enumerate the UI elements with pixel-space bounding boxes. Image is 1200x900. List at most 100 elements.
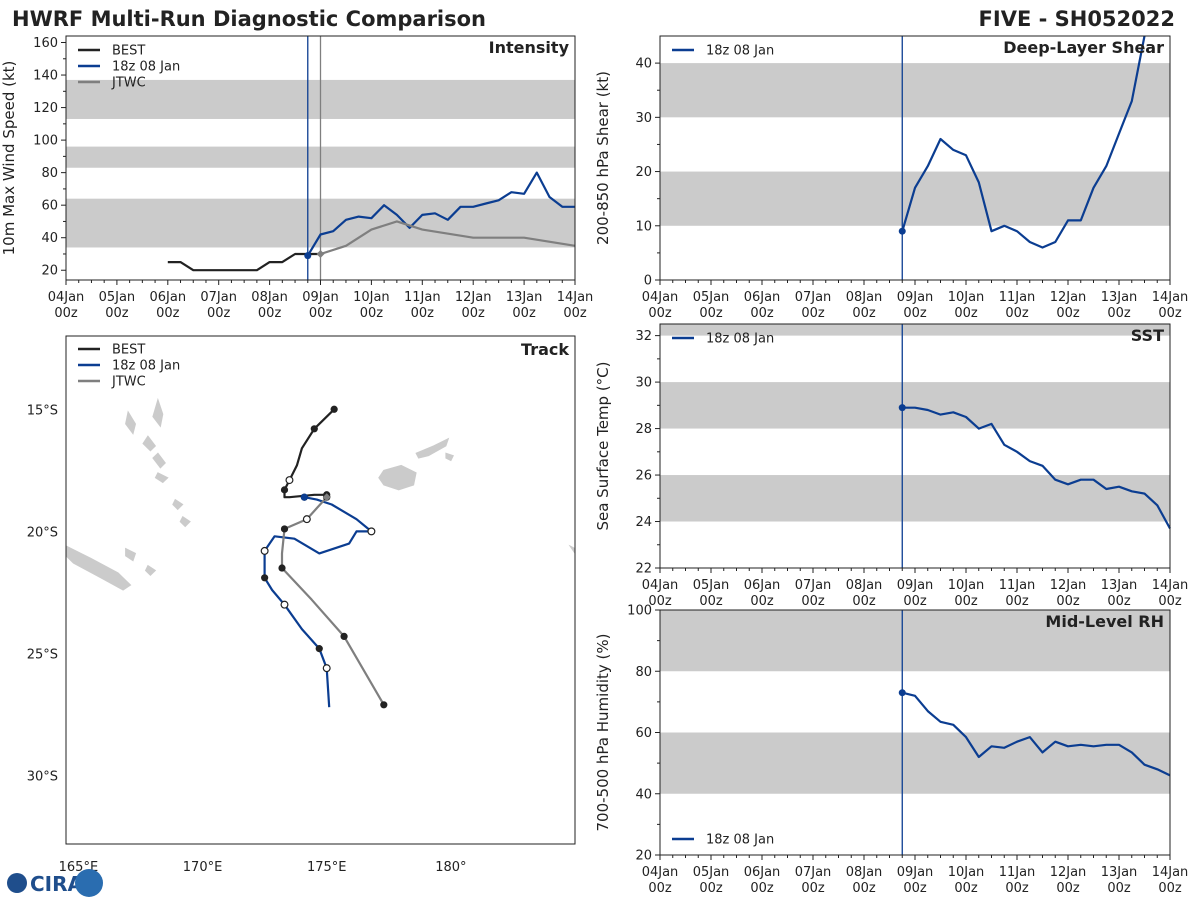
x-tick-date: 09Jan — [302, 290, 339, 305]
x-tick-hour: 00z — [648, 306, 672, 321]
y-axis-label: 200-850 hPa Shear (kt) — [594, 71, 612, 245]
x-tick-hour: 00z — [852, 881, 876, 896]
y-axis-label: 10m Max Wind Speed (kt) — [0, 61, 18, 256]
shaded-band — [660, 382, 1170, 429]
track-point-12z — [260, 546, 269, 555]
x-tick-date: 11Jan — [999, 578, 1036, 593]
shaded-band — [660, 324, 1170, 336]
land-mass — [172, 498, 184, 511]
x-tick-date: 14Jan — [1152, 290, 1189, 305]
x-tick-date: 09Jan — [897, 578, 934, 593]
shaded-band — [660, 63, 1170, 118]
land-mass — [125, 547, 137, 562]
init-marker — [898, 404, 906, 412]
legend-label: 18z 08 Jan — [706, 833, 774, 848]
land-mass — [415, 437, 450, 459]
y-tick-label: 80 — [635, 665, 652, 680]
logo-text: CIRA — [30, 872, 84, 896]
track-point-12z — [302, 515, 311, 524]
x-tick-hour: 00z — [207, 306, 231, 321]
track-point-00z — [261, 574, 269, 582]
x-tick-hour: 00z — [1056, 306, 1080, 321]
track-point-00z — [280, 525, 289, 533]
x-tick-date: 06Jan — [744, 290, 781, 305]
y-tick-label: 80 — [41, 166, 58, 181]
y-tick-label: 26 — [635, 469, 652, 484]
panel-title: Mid-Level RH — [1045, 612, 1164, 631]
intensity-panel: 2040608010012014016004Jan00z05Jan00z06Ja… — [0, 35, 593, 321]
x-tick-date: 04Jan — [642, 290, 679, 305]
land-mass — [125, 410, 137, 435]
land-mass — [152, 397, 164, 428]
x-tick-date: 07Jan — [200, 290, 237, 305]
y-tick-label: 40 — [41, 231, 58, 246]
x-tick-date: 12Jan — [1050, 865, 1087, 880]
cira-logo: CIRA — [7, 869, 103, 897]
land-mass — [65, 545, 132, 591]
track-point-00z — [380, 701, 388, 709]
series-line-jtwc — [320, 220, 576, 256]
x-tick-date: 09Jan — [897, 290, 934, 305]
x-tick-hour: 00z — [852, 594, 876, 609]
y-tick-label: 24 — [635, 515, 652, 530]
x-tick-hour: 00z — [648, 594, 672, 609]
y-tick-label: 28 — [635, 422, 652, 437]
lon-tick-label: 175°E — [307, 860, 347, 875]
figure-title: HWRF Multi-Run Diagnostic Comparison — [12, 7, 486, 31]
y-tick-label: 32 — [635, 329, 652, 344]
land-mass — [445, 452, 454, 462]
x-tick-date: 10Jan — [948, 290, 985, 305]
track-point-00z — [330, 405, 338, 413]
y-tick-label: 30 — [635, 376, 652, 391]
legend-label: BEST — [112, 343, 145, 358]
x-tick-date: 05Jan — [693, 865, 730, 880]
init-marker — [304, 252, 312, 260]
x-tick-hour: 00z — [1056, 594, 1080, 609]
x-tick-date: 08Jan — [846, 865, 883, 880]
x-tick-hour: 00z — [954, 881, 978, 896]
panel-title: Deep-Layer Shear — [1003, 38, 1164, 57]
logo-globe-icon — [7, 873, 27, 893]
x-tick-hour: 00z — [1107, 306, 1131, 321]
x-tick-hour: 00z — [1107, 881, 1131, 896]
land-mass — [144, 564, 157, 576]
init-marker — [316, 249, 325, 258]
shaded-band — [660, 610, 1170, 672]
x-tick-hour: 00z — [1158, 594, 1182, 609]
x-tick-date: 06Jan — [744, 578, 781, 593]
y-axis-label: 700-500 hPa Humidity (%) — [594, 633, 612, 831]
x-tick-date: 04Jan — [642, 578, 679, 593]
x-tick-hour: 00z — [750, 306, 774, 321]
x-tick-hour: 00z — [954, 306, 978, 321]
series-line-run — [902, 406, 1171, 530]
x-tick-date: 13Jan — [1101, 290, 1138, 305]
x-tick-hour: 00z — [1005, 306, 1029, 321]
x-tick-date: 12Jan — [1050, 290, 1087, 305]
y-tick-label: 60 — [635, 726, 652, 741]
x-tick-date: 08Jan — [846, 578, 883, 593]
x-tick-date: 12Jan — [455, 290, 492, 305]
series-line-run — [306, 171, 575, 257]
track-point-12z — [280, 600, 289, 609]
plot-frame — [659, 323, 1171, 569]
x-tick-date: 07Jan — [795, 578, 832, 593]
x-tick-date: 07Jan — [795, 290, 832, 305]
map-background — [66, 336, 575, 844]
y-tick-label: 40 — [635, 57, 652, 72]
x-tick-hour: 00z — [903, 306, 927, 321]
x-tick-hour: 00z — [750, 881, 774, 896]
legend-label: JTWC — [111, 375, 146, 390]
x-tick-hour: 00z — [954, 594, 978, 609]
sst-panel: 22242628303204Jan00z05Jan00z06Jan00z07Ja… — [594, 323, 1188, 609]
init-marker — [898, 227, 906, 235]
land-mass — [179, 515, 191, 528]
x-tick-hour: 00z — [1005, 594, 1029, 609]
lat-tick-label: 30°S — [27, 770, 58, 785]
logo-emblem-icon — [75, 869, 103, 897]
x-tick-hour: 00z — [648, 881, 672, 896]
shear-panel: 01020304004Jan00z05Jan00z06Jan00z07Jan00… — [594, 35, 1189, 321]
x-tick-date: 05Jan — [99, 290, 136, 305]
land-mass — [152, 452, 166, 469]
x-tick-date: 10Jan — [948, 865, 985, 880]
lat-tick-label: 15°S — [27, 403, 58, 418]
